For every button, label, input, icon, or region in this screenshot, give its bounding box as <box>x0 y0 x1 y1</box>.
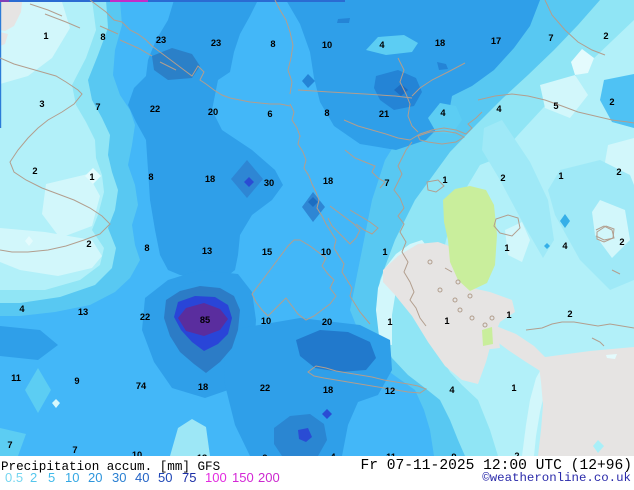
svg-text:8: 8 <box>270 39 275 49</box>
svg-text:4: 4 <box>379 40 385 50</box>
svg-text:200: 200 <box>258 470 280 485</box>
svg-text:23: 23 <box>211 38 221 48</box>
svg-text:18: 18 <box>198 382 208 392</box>
svg-text:21: 21 <box>379 109 389 119</box>
svg-text:15: 15 <box>262 247 272 257</box>
svg-text:12: 12 <box>385 386 395 396</box>
svg-text:11: 11 <box>11 373 21 383</box>
svg-text:1: 1 <box>511 383 516 393</box>
svg-text:17: 17 <box>491 36 501 46</box>
svg-text:18: 18 <box>323 385 333 395</box>
svg-text:40: 40 <box>135 470 149 485</box>
svg-text:1: 1 <box>558 171 563 181</box>
svg-text:7: 7 <box>7 440 12 450</box>
svg-text:22: 22 <box>150 104 160 114</box>
svg-text:23: 23 <box>156 35 166 45</box>
svg-text:30: 30 <box>264 178 274 188</box>
svg-text:7: 7 <box>72 445 77 455</box>
svg-text:7: 7 <box>384 178 389 188</box>
svg-text:4: 4 <box>496 104 502 114</box>
svg-text:2: 2 <box>86 239 91 249</box>
svg-text:Fr 07-11-2025 12:00 UTC (12+96: Fr 07-11-2025 12:00 UTC (12+96) <box>361 458 633 474</box>
svg-text:20: 20 <box>88 470 102 485</box>
svg-text:10: 10 <box>132 450 142 460</box>
svg-text:30: 30 <box>112 470 126 485</box>
svg-text:2: 2 <box>567 309 572 319</box>
svg-text:3: 3 <box>39 99 44 109</box>
svg-text:18: 18 <box>323 176 333 186</box>
svg-text:1: 1 <box>506 310 511 320</box>
svg-text:9: 9 <box>74 376 79 386</box>
svg-text:20: 20 <box>322 317 332 327</box>
svg-text:©weatheronline.co.uk: ©weatheronline.co.uk <box>482 471 631 485</box>
svg-text:2: 2 <box>603 31 608 41</box>
svg-text:5: 5 <box>553 101 558 111</box>
svg-text:50: 50 <box>158 470 172 485</box>
svg-text:18: 18 <box>205 174 215 184</box>
svg-text:6: 6 <box>267 109 272 119</box>
svg-text:1: 1 <box>89 172 94 182</box>
svg-text:2: 2 <box>30 470 37 485</box>
svg-text:1: 1 <box>504 243 509 253</box>
svg-text:1: 1 <box>382 247 387 257</box>
svg-text:4: 4 <box>562 241 568 251</box>
svg-text:4: 4 <box>440 108 446 118</box>
svg-text:22: 22 <box>260 383 270 393</box>
svg-text:10: 10 <box>261 316 271 326</box>
svg-text:8: 8 <box>100 32 105 42</box>
svg-text:8: 8 <box>144 243 149 253</box>
svg-text:22: 22 <box>140 312 150 322</box>
svg-text:1: 1 <box>444 316 449 326</box>
svg-text:2: 2 <box>32 166 37 176</box>
svg-text:2: 2 <box>500 173 505 183</box>
svg-text:1: 1 <box>442 175 447 185</box>
svg-text:75: 75 <box>182 470 196 485</box>
svg-text:85: 85 <box>200 315 210 325</box>
svg-text:Precipitation accum. [mm] GFS: Precipitation accum. [mm] GFS <box>1 460 220 474</box>
svg-text:4: 4 <box>449 385 455 395</box>
svg-text:8: 8 <box>148 172 153 182</box>
svg-text:2: 2 <box>616 167 621 177</box>
svg-text:13: 13 <box>202 246 212 256</box>
svg-text:7: 7 <box>548 33 553 43</box>
svg-text:4: 4 <box>19 304 25 314</box>
svg-text:7: 7 <box>95 102 100 112</box>
svg-text:10: 10 <box>322 40 332 50</box>
svg-text:1: 1 <box>387 317 392 327</box>
svg-text:10: 10 <box>65 470 79 485</box>
svg-text:150: 150 <box>232 470 254 485</box>
svg-text:0.5: 0.5 <box>5 470 23 485</box>
svg-text:8: 8 <box>324 108 329 118</box>
svg-text:13: 13 <box>78 307 88 317</box>
svg-text:1: 1 <box>43 31 48 41</box>
svg-text:20: 20 <box>208 107 218 117</box>
svg-text:2: 2 <box>609 97 614 107</box>
svg-text:100: 100 <box>205 470 227 485</box>
svg-text:74: 74 <box>136 381 147 391</box>
svg-text:18: 18 <box>435 38 445 48</box>
svg-text:2: 2 <box>619 237 624 247</box>
svg-text:10: 10 <box>321 247 331 257</box>
svg-text:5: 5 <box>48 470 55 485</box>
